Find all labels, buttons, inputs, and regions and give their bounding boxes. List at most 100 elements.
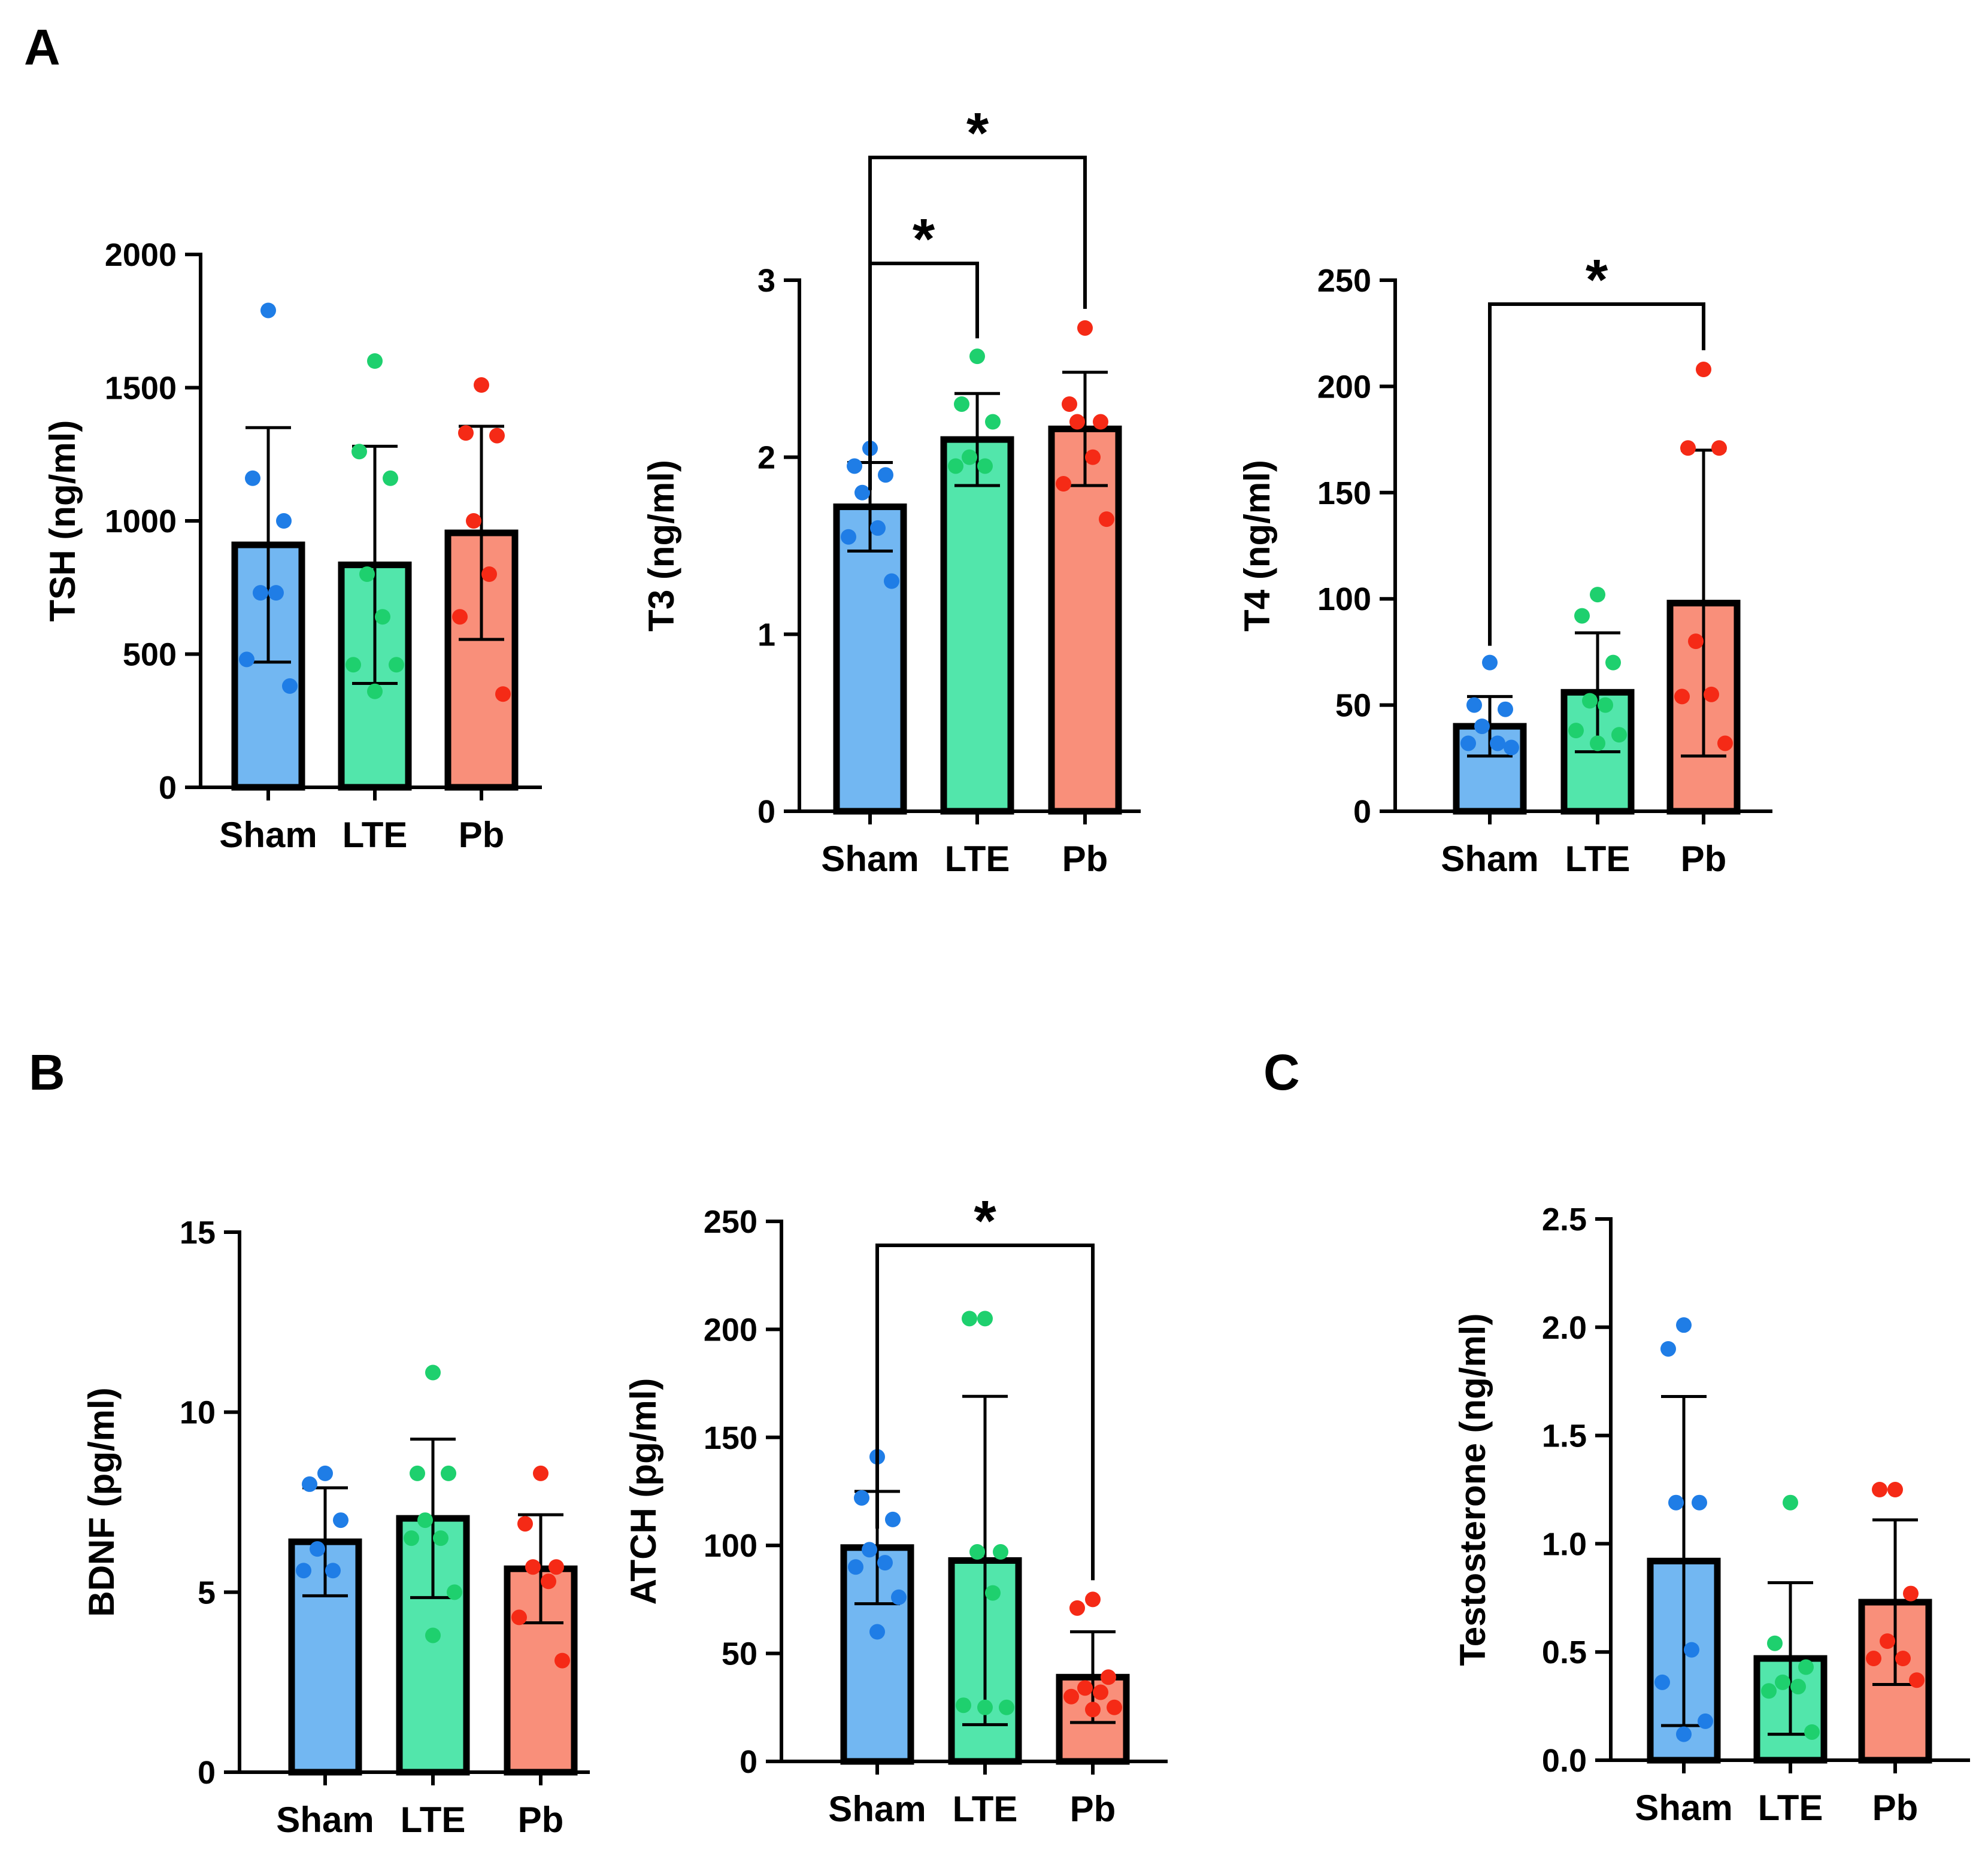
testosterone-point-pb (1880, 1633, 1895, 1649)
testosterone-y-tick-label: 1.0 (1542, 1526, 1587, 1562)
t4-y-axis-label: T4 (ng/ml) (1237, 460, 1277, 632)
testosterone-point-pb (1887, 1482, 1903, 1497)
t4-x-tick-label-pb: Pb (1681, 839, 1727, 879)
atch-point-pb (1069, 1600, 1085, 1616)
bdnf-y-tick-label: 0 (198, 1755, 216, 1791)
bdnf-point-lte (417, 1512, 433, 1529)
atch-y-tick-label: 50 (722, 1636, 757, 1672)
bdnf-point-lte (441, 1465, 456, 1481)
t4-point-pb (1680, 440, 1696, 456)
tsh-point-pb (452, 609, 468, 625)
t3-x-tick-label-lte: LTE (945, 839, 1010, 879)
t3-y-axis-label: T3 (ng/ml) (641, 460, 681, 632)
t3-x-tick-label-sham: Sham (821, 839, 919, 879)
bdnf-point-sham (310, 1541, 325, 1557)
panel-label-a: A (24, 19, 60, 75)
testosterone-chart: Testosterone (ng/ml) Sham LTE Pb 0.0 0.5 1.0 1.… (1453, 1202, 1970, 1828)
atch-point-pb (1085, 1702, 1101, 1718)
atch-point-pb (1093, 1684, 1108, 1700)
tsh-point-sham (239, 651, 254, 668)
tsh-point-lte (367, 683, 383, 699)
t3-point-lte (985, 414, 1001, 430)
tsh-x-tick-label-lte: LTE (343, 815, 408, 855)
atch-point-sham (891, 1589, 907, 1605)
t4-y-tick-label: 50 (1335, 688, 1371, 724)
tsh-y-tick-label: 1000 (105, 504, 177, 539)
bdnf-point-pb (517, 1516, 533, 1532)
testosterone-point-lte (1767, 1635, 1783, 1651)
t4-significance-star: * (1586, 248, 1608, 312)
tsh-point-sham (276, 513, 292, 529)
testosterone-point-sham (1692, 1494, 1707, 1511)
tsh-point-sham (245, 470, 260, 486)
t3-point-sham (847, 458, 862, 474)
t4-point-pb (1674, 689, 1690, 705)
testosterone-point-sham (1660, 1341, 1676, 1357)
testosterone-point-sham (1668, 1494, 1684, 1511)
t4-point-pb (1704, 686, 1719, 702)
bdnf-point-sham (296, 1563, 311, 1579)
t4-point-lte (1605, 654, 1621, 671)
t3-point-lte (969, 348, 985, 365)
bdnf-point-pb (511, 1609, 527, 1626)
t4-point-pb (1711, 440, 1727, 456)
testosterone-y-axis-label: Testosterone (ng/ml) (1453, 1314, 1493, 1666)
atch-point-lte (985, 1585, 1001, 1601)
atch-chart: ATCH (pg/ml) Sham LTE Pb 0 50 100 150 200 250 * (623, 1189, 1168, 1829)
bdnf-point-lte (433, 1530, 448, 1546)
t4-point-sham (1490, 735, 1505, 751)
testosterone-point-lte (1790, 1679, 1806, 1695)
t3-chart: T3 (ng/ml) Sham LTE Pb 0 1 2 3 * * (641, 101, 1141, 879)
atch-point-lte (962, 1311, 977, 1327)
atch-point-pb (1077, 1680, 1093, 1696)
testosterone-point-sham (1654, 1674, 1670, 1690)
testosterone-point-pb (1866, 1651, 1881, 1667)
t3-point-pb (1056, 476, 1071, 492)
t4-y-tick-label: 200 (1317, 369, 1371, 405)
testosterone-point-sham (1698, 1713, 1713, 1729)
bdnf-point-pb (554, 1652, 570, 1669)
t3-point-lte (962, 449, 977, 465)
t4-point-lte (1590, 735, 1605, 751)
atch-point-sham (848, 1559, 863, 1575)
atch-point-pb (1085, 1591, 1101, 1608)
bdnf-point-sham (325, 1563, 341, 1579)
t3-significance-star: * (966, 101, 989, 165)
testosterone-point-lte (1775, 1674, 1790, 1690)
tsh-point-pb (481, 566, 497, 582)
tsh-point-lte (346, 657, 361, 673)
t3-point-sham (884, 573, 899, 589)
t3-y-tick-label: 2 (757, 440, 775, 476)
bdnf-x-tick-label-sham: Sham (276, 1800, 374, 1840)
tsh-point-pb (466, 513, 481, 529)
tsh-x-tick-label-pb: Pb (459, 815, 505, 855)
atch-y-tick-label: 0 (740, 1744, 757, 1780)
testosterone-x-tick-label-sham: Sham (1635, 1788, 1732, 1828)
bdnf-point-sham (302, 1476, 317, 1492)
bdnf-x-tick-label-pb: Pb (518, 1800, 564, 1840)
t4-point-lte (1611, 727, 1627, 743)
bdnf-x-tick-label-lte: LTE (401, 1800, 466, 1840)
t3-point-pb (1069, 414, 1085, 430)
bdnf-y-tick-label: 10 (180, 1395, 216, 1431)
t4-y-tick-label: 0 (1353, 794, 1371, 830)
testosterone-point-pb (1895, 1651, 1911, 1667)
panel-label-c: C (1263, 1044, 1300, 1100)
tsh-y-tick-label: 0 (159, 770, 177, 806)
atch-point-lte (969, 1544, 985, 1560)
t3-bar-lte (940, 436, 1014, 815)
bdnf-y-axis-label: BDNF (pg/ml) (81, 1387, 122, 1617)
t3-point-sham (854, 484, 870, 501)
tsh-point-lte (389, 657, 404, 673)
t3-point-pb (1099, 511, 1114, 527)
bdnf-point-lte (425, 1627, 441, 1643)
atch-point-pb (1107, 1699, 1122, 1715)
tsh-point-lte (351, 444, 367, 460)
atch-y-tick-label: 100 (704, 1528, 757, 1564)
tsh-point-pb (495, 686, 511, 702)
tsh-chart: TSH (ng/ml) Sham LTE Pb 0 500 1000 1500 2000 (43, 237, 542, 855)
testosterone-y-tick-label: 2.0 (1542, 1310, 1587, 1346)
t3-point-lte (948, 458, 963, 474)
atch-point-lte (977, 1311, 993, 1327)
t4-significance-bracket (1488, 302, 1705, 646)
